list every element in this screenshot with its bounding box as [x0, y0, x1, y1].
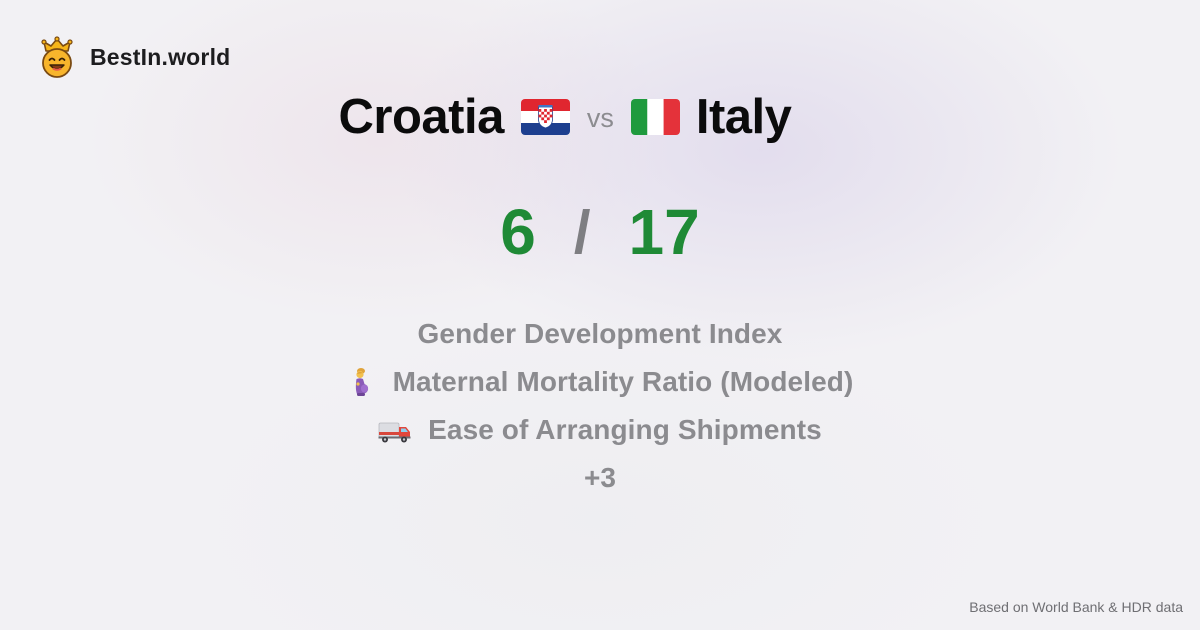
score-display: 6 / 17 [0, 192, 1200, 272]
right-country-name: Italy [695, 90, 792, 144]
more-metrics-count: +3 [584, 462, 616, 493]
metric-label: Maternal Mortality Ratio (Modeled) [392, 366, 854, 397]
left-score: 6 [500, 196, 536, 268]
vs-label: vs [586, 102, 614, 133]
pregnant-woman-icon [355, 368, 368, 396]
metric-item: Gender Development Index [418, 310, 783, 358]
brand-name: BestIn.world [90, 43, 231, 70]
metric-label: Gender Development Index [417, 318, 783, 349]
right-score: 17 [628, 196, 700, 268]
metric-list: Gender Development Index Maternal Mortal… [0, 310, 1200, 502]
score-separator: / [573, 198, 591, 266]
metric-item: Ease of Arranging Shipments [378, 406, 822, 454]
brand[interactable]: BestIn.world [38, 36, 230, 78]
italy-flag-icon [630, 99, 680, 135]
delivery-truck-icon [378, 422, 411, 443]
croatia-flag-icon [520, 99, 570, 135]
comparison-title: Croatia vs [0, 86, 1165, 148]
metric-item: Maternal Mortality Ratio (Modeled) [347, 358, 854, 406]
crowned-smiley-icon [41, 36, 73, 78]
metric-label: Ease of Arranging Shipments [428, 414, 822, 445]
left-country-name: Croatia [338, 90, 505, 144]
data-source-note: Based on World Bank & HDR data [969, 599, 1183, 615]
